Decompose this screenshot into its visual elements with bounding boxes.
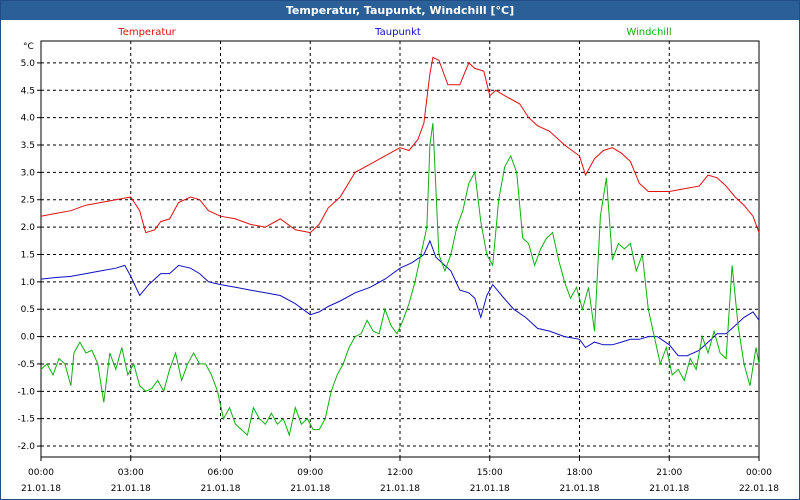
- x-tick-date: 21.01.18: [111, 484, 151, 494]
- y-tick-label: -2.0: [17, 442, 35, 452]
- y-tick-label: 4.5: [21, 86, 35, 96]
- y-tick-label: 3.0: [21, 168, 36, 178]
- y-tick-label: -1.5: [17, 415, 35, 425]
- y-tick-label: 1.0: [21, 278, 36, 288]
- legend-windchill: Windchill: [626, 27, 671, 38]
- y-tick-label: -1.0: [17, 387, 35, 397]
- x-tick-time: 09:00: [297, 468, 323, 478]
- x-tick-time: 12:00: [387, 468, 413, 478]
- title-bar: Temperatur, Taupunkt, Windchill [°C]: [1, 1, 799, 20]
- x-tick-date: 21.01.18: [559, 484, 599, 494]
- x-tick-time: 15:00: [477, 468, 503, 478]
- y-tick-label: 0.5: [21, 305, 35, 315]
- x-axis-ticks: 00:00 21.01.18 03:00 21.01.18 06:00 21.01.18 0…: [21, 457, 779, 494]
- y-tick-label: 3.5: [21, 141, 35, 151]
- x-tick-time: 06:00: [208, 468, 234, 478]
- x-tick-date: 21.01.18: [290, 484, 330, 494]
- x-tick-time: 00:00: [28, 468, 54, 478]
- y-axis-ticks: 5.0 4.5 4.0 3.5 3.0 2.5 2.0 1.5 1.0 0.5 0.0 -0.5 -1.…: [17, 59, 41, 452]
- x-tick-date: 21.01.18: [380, 484, 420, 494]
- y-tick-label: 4.0: [21, 114, 36, 124]
- chart-canvas: 5.0 4.5 4.0 3.5 3.0 2.5 2.0 1.5 1.0 0.5 0.0 -0.5 -1.…: [17, 27, 779, 494]
- y-tick-label: -0.5: [17, 360, 35, 370]
- y-tick-label: 5.0: [21, 59, 36, 69]
- x-tick-time: 18:00: [567, 468, 593, 478]
- series-group: [40, 56, 760, 437]
- y-axis-label: °C: [23, 42, 34, 52]
- x-tick-time: 21:00: [656, 468, 682, 478]
- series-line-temperatur: [40, 56, 760, 234]
- x-tick-time: 00:00: [746, 468, 772, 478]
- y-tick-label: 2.0: [21, 223, 36, 233]
- x-tick-date: 21.01.18: [200, 484, 240, 494]
- legend-temperatur: Temperatur: [117, 27, 176, 38]
- y-tick-label: 0.0: [21, 333, 36, 343]
- x-tick-date: 21.01.18: [470, 484, 510, 494]
- x-tick-time: 03:00: [118, 468, 144, 478]
- y-tick-label: 1.5: [21, 250, 35, 260]
- x-tick-date: 21.01.18: [649, 484, 689, 494]
- series-line-windchill: [40, 123, 760, 437]
- y-tick-label: 2.5: [21, 196, 35, 206]
- x-tick-date: 22.01.18: [739, 484, 779, 494]
- legend-taupunkt: Taupunkt: [374, 27, 421, 38]
- x-tick-date: 21.01.18: [21, 484, 61, 494]
- plot-area: [40, 40, 760, 458]
